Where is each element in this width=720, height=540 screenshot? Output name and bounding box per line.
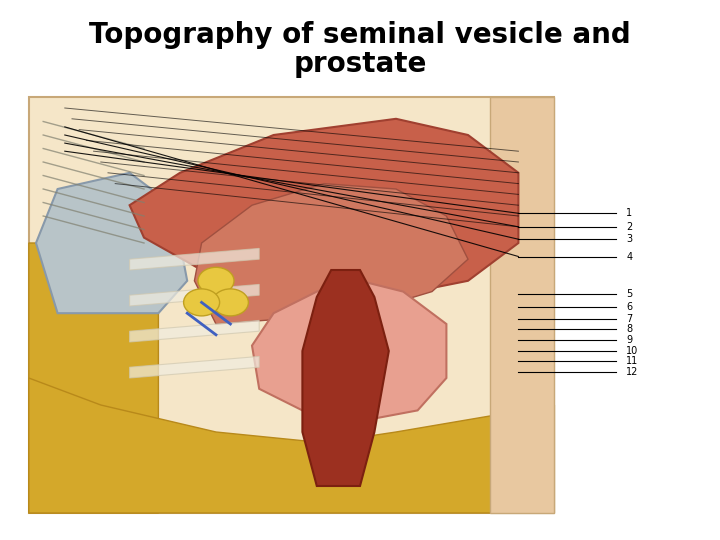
Circle shape: [184, 289, 220, 316]
Circle shape: [198, 267, 234, 294]
Text: 7: 7: [626, 314, 633, 323]
Text: 8: 8: [626, 325, 633, 334]
Polygon shape: [29, 97, 554, 513]
Polygon shape: [130, 285, 259, 306]
Text: 5: 5: [626, 289, 633, 299]
Text: 10: 10: [626, 346, 639, 356]
Text: 3: 3: [626, 234, 633, 244]
Polygon shape: [29, 243, 158, 513]
Polygon shape: [130, 356, 259, 378]
Polygon shape: [36, 173, 187, 313]
Text: 1: 1: [626, 208, 633, 218]
Polygon shape: [490, 97, 554, 513]
Text: prostate: prostate: [293, 50, 427, 78]
Text: 6: 6: [626, 302, 633, 312]
Text: 2: 2: [626, 222, 633, 232]
Polygon shape: [130, 119, 518, 302]
Text: 11: 11: [626, 356, 639, 366]
Polygon shape: [252, 281, 446, 421]
Polygon shape: [130, 248, 259, 270]
Text: Topography of seminal vesicle and: Topography of seminal vesicle and: [89, 21, 631, 49]
Polygon shape: [130, 320, 259, 342]
Text: 4: 4: [626, 252, 633, 261]
Polygon shape: [194, 184, 468, 324]
Text: 12: 12: [626, 367, 639, 376]
Circle shape: [212, 289, 248, 316]
Polygon shape: [29, 378, 554, 513]
Polygon shape: [302, 270, 389, 486]
Text: 9: 9: [626, 335, 633, 345]
